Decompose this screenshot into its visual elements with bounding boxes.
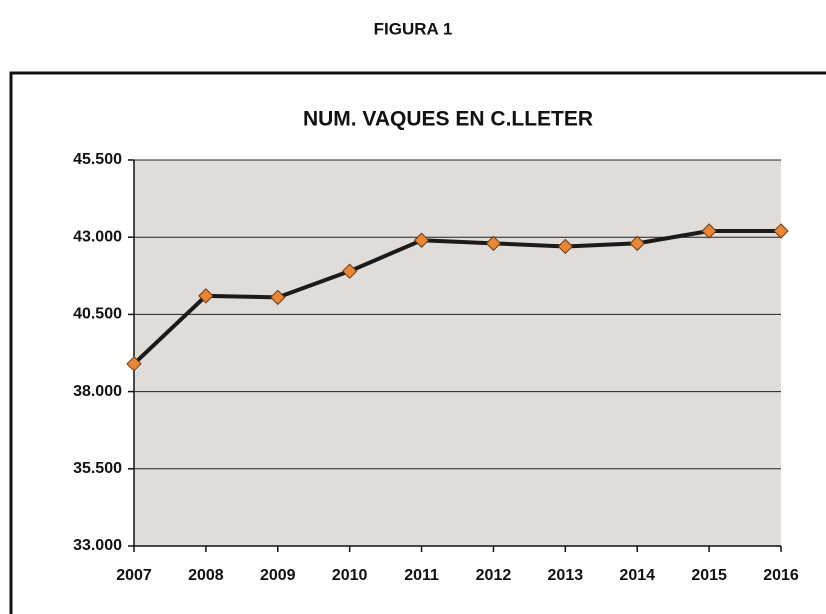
x-tick-label: 2016 [763,567,799,584]
x-tick-label: 2011 [404,567,439,584]
frame [9,71,826,614]
x-tick-label: 2012 [476,567,512,584]
series-line [132,229,781,366]
x-tick-label: 2010 [332,567,368,584]
x-tick-label: 2013 [548,567,584,584]
plot-area [134,160,781,546]
marker [270,289,286,306]
y-tick-label: 45.500 [73,151,122,168]
marker [629,235,645,252]
x-tick-label: 2008 [188,567,224,584]
x-tick-label: 2015 [691,567,727,584]
y-tick-label: 40.500 [73,306,122,323]
marker [485,235,502,252]
marker [773,223,789,239]
marker [413,232,430,248]
x-tick-label: 2007 [116,567,152,584]
marker [198,288,214,304]
x-tick-label: 2014 [619,567,655,584]
marker [341,263,358,279]
y-tick-label: 43.000 [73,228,122,245]
y-tick-label: 35.500 [73,460,122,477]
y-tick-label: 33.000 [73,537,122,554]
chart-title: NUM. VAQUES EN C.LLETER [303,108,593,131]
figure-heading: FIGURA 1 [374,19,453,38]
x-tick-label: 2009 [260,567,296,584]
marker [126,356,142,372]
y-tick-label: 38.000 [73,383,122,400]
marker [701,223,717,239]
marker [557,238,574,255]
